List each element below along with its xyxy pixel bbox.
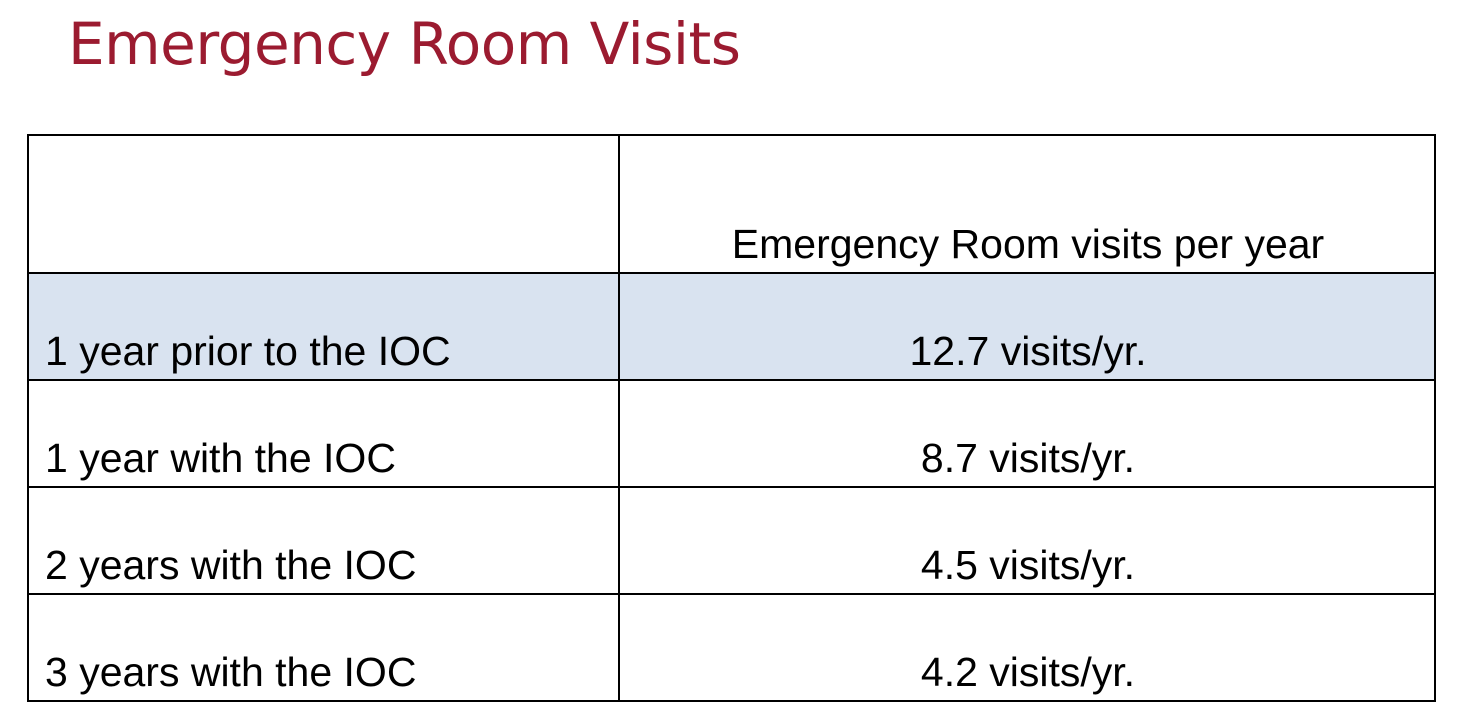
er-visits-table: Emergency Room visits per year 1 year pr… xyxy=(27,134,1436,702)
row-value: 12.7 visits/yr. xyxy=(618,272,1436,381)
table-header-row: Emergency Room visits per year xyxy=(27,134,1436,274)
row-label: 1 year with the IOC xyxy=(27,379,620,488)
header-value-column: Emergency Room visits per year xyxy=(618,134,1436,274)
row-label: 1 year prior to the IOC xyxy=(27,272,620,381)
table-row: 1 year with the IOC 8.7 visits/yr. xyxy=(27,379,1436,488)
table-row: 2 years with the IOC 4.5 visits/yr. xyxy=(27,486,1436,595)
row-label: 3 years with the IOC xyxy=(27,593,620,702)
slide-title: Emergency Room Visits xyxy=(68,10,741,78)
table-row: 1 year prior to the IOC 12.7 visits/yr. xyxy=(27,272,1436,381)
row-label: 2 years with the IOC xyxy=(27,486,620,595)
row-value: 4.5 visits/yr. xyxy=(618,486,1436,595)
row-value: 8.7 visits/yr. xyxy=(618,379,1436,488)
header-empty-cell xyxy=(27,134,620,274)
row-value: 4.2 visits/yr. xyxy=(618,593,1436,702)
table-row: 3 years with the IOC 4.2 visits/yr. xyxy=(27,593,1436,702)
